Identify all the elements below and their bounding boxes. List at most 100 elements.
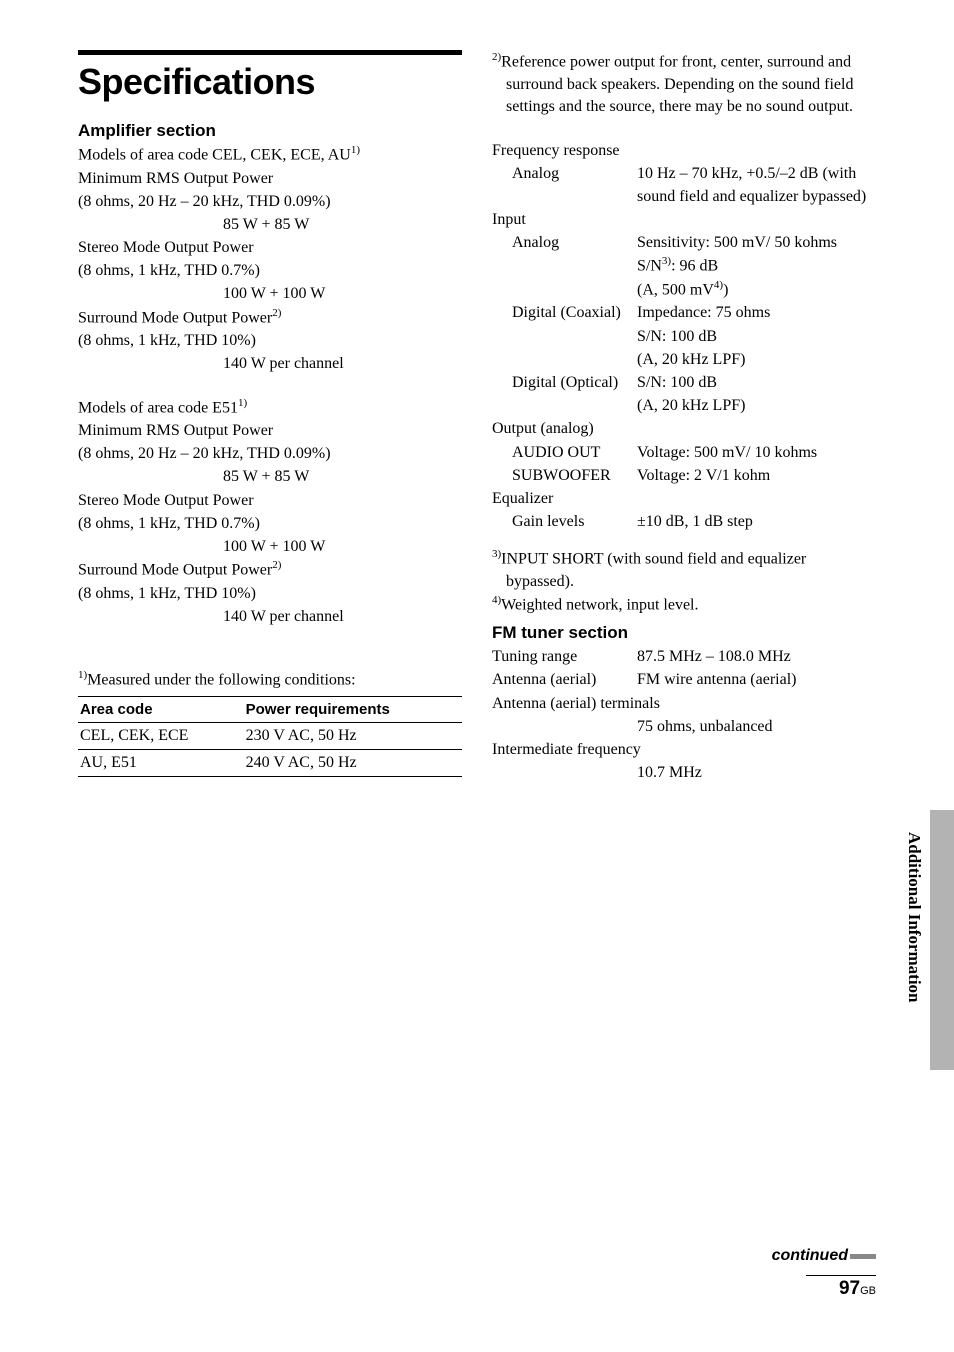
- table-r2c2: 240 V AC, 50 Hz: [244, 749, 462, 776]
- rms-val: 85 W + 85 W: [78, 213, 462, 236]
- in-analog-k: Analog: [492, 231, 637, 301]
- rms-cond2: (8 ohms, 20 Hz – 20 kHz, THD 0.09%): [78, 442, 462, 465]
- fn2-text: Reference power output for front, center…: [501, 53, 853, 115]
- page-number-row: 97GB: [806, 1275, 876, 1300]
- in-analog-v3a: (A, 500 mV: [637, 281, 714, 298]
- out-audio-v: Voltage: 500 mV/ 10 kohms: [637, 441, 876, 464]
- fm-term-k: Antenna (aerial) terminals: [492, 692, 876, 715]
- eq-gain-k: Gain levels: [492, 510, 637, 533]
- continued-bar-icon: [850, 1254, 876, 1259]
- out-audio-row: AUDIO OUT Voltage: 500 mV/ 10 kohms: [492, 441, 876, 464]
- eq-gain-v: ±10 dB, 1 dB step: [637, 510, 876, 533]
- side-tab: [930, 810, 954, 1070]
- model1-text: Models of area code CEL, CEK, ECE, AU: [78, 146, 351, 163]
- eq-label: Equalizer: [492, 487, 876, 510]
- surr-label-row: Surround Mode Output Power2): [78, 306, 462, 330]
- stereo-label: Stereo Mode Output Power: [78, 236, 462, 259]
- stereo-val2: 100 W + 100 W: [78, 535, 462, 558]
- output-label: Output (analog): [492, 417, 876, 440]
- page-footer: continued 97GB: [772, 1247, 876, 1300]
- page-suffix: GB: [860, 1285, 876, 1297]
- side-tab-label: Additional Information: [904, 832, 924, 1003]
- model2-text: Models of area code E51: [78, 399, 238, 416]
- amp-section-heading: Amplifier section: [78, 121, 462, 141]
- footnote-1: 1)Measured under the following condition…: [78, 668, 462, 692]
- table-r1c2: 230 V AC, 50 Hz: [244, 722, 462, 749]
- fm-range-v: 87.5 MHz – 108.0 MHz: [637, 645, 876, 668]
- surr-label-row2: Surround Mode Output Power2): [78, 558, 462, 582]
- in-coax-k: Digital (Coaxial): [492, 301, 637, 371]
- in-opt-v: S/N: 100 dB (A, 20 kHz LPF): [637, 371, 876, 417]
- rms-label: Minimum RMS Output Power: [78, 167, 462, 190]
- page-number: 97: [839, 1278, 860, 1299]
- stereo-cond2: (8 ohms, 1 kHz, THD 0.7%): [78, 512, 462, 535]
- table-row: CEL, CEK, ECE 230 V AC, 50 Hz: [78, 722, 462, 749]
- rms-label2: Minimum RMS Output Power: [78, 419, 462, 442]
- continued-row: continued: [772, 1247, 876, 1265]
- fm-if-v: 10.7 MHz: [637, 761, 876, 784]
- model2-sup: 1): [238, 397, 247, 409]
- table-col1: Area code: [78, 696, 244, 722]
- fm-if-spacer: [492, 761, 637, 784]
- fm-if-row: 10.7 MHz: [492, 761, 876, 784]
- surr-cond2: (8 ohms, 1 kHz, THD 10%): [78, 582, 462, 605]
- eq-gain-row: Gain levels ±10 dB, 1 dB step: [492, 510, 876, 533]
- in-coax-v2: S/N: 100 dB: [637, 325, 876, 348]
- freq-analog-k: Analog: [492, 162, 637, 208]
- fn1-sup: 1): [78, 669, 87, 681]
- in-coax-row: Digital (Coaxial) Impedance: 75 ohms S/N…: [492, 301, 876, 371]
- surr-cond1: (8 ohms, 1 kHz, THD 10%): [78, 329, 462, 352]
- in-analog-row: Analog Sensitivity: 500 mV/ 50 kohms S/N…: [492, 231, 876, 301]
- in-analog-v3: (A, 500 mV4)): [637, 278, 876, 302]
- out-sub-row: SUBWOOFER Voltage: 2 V/1 kohm: [492, 464, 876, 487]
- right-column: 2)Reference power output for front, cent…: [492, 50, 876, 784]
- fn2-sup: 2): [492, 51, 501, 63]
- footnote-4: 4)Weighted network, input level.: [492, 593, 876, 617]
- table-r1c1: CEL, CEK, ECE: [78, 722, 244, 749]
- in-analog-v2b: : 96 dB: [671, 258, 718, 275]
- stereo-cond1: (8 ohms, 1 kHz, THD 0.7%): [78, 259, 462, 282]
- fm-ant-v: FM wire antenna (aerial): [637, 668, 876, 691]
- freq-analog-v: 10 Hz – 70 kHz, +0.5/–2 dB (with sound f…: [637, 162, 876, 208]
- table-row: AU, E51 240 V AC, 50 Hz: [78, 749, 462, 776]
- fn1-text: Measured under the following conditions:: [87, 671, 355, 688]
- in-analog-v2a: S/N: [637, 258, 662, 275]
- in-opt-v1: S/N: 100 dB: [637, 371, 876, 394]
- in-analog-v2: S/N3): 96 dB: [637, 254, 876, 278]
- in-opt-k: Digital (Optical): [492, 371, 637, 417]
- in-coax-v3: (A, 20 kHz LPF): [637, 348, 876, 371]
- fn3-text: INPUT SHORT (with sound field and equali…: [501, 551, 806, 590]
- surr-val2: 140 W per channel: [78, 605, 462, 628]
- freq-label: Frequency response: [492, 139, 876, 162]
- continued-label: continued: [772, 1247, 848, 1264]
- input-label: Input: [492, 208, 876, 231]
- fn3-sup: 3): [492, 548, 501, 560]
- fm-range-row: Tuning range 87.5 MHz – 108.0 MHz: [492, 645, 876, 668]
- in-analog-v3sup: 4): [714, 279, 723, 291]
- table-col2: Power requirements: [244, 696, 462, 722]
- title-rule: [78, 50, 462, 55]
- footnote-3: 3)INPUT SHORT (with sound field and equa…: [492, 547, 876, 593]
- page-title: Specifications: [78, 61, 462, 103]
- in-coax-v: Impedance: 75 ohms S/N: 100 dB (A, 20 kH…: [637, 301, 876, 371]
- fm-if-k: Intermediate frequency: [492, 738, 876, 761]
- surr-sup1: 2): [272, 307, 281, 319]
- rms-val2: 85 W + 85 W: [78, 465, 462, 488]
- in-opt-v2: (A, 20 kHz LPF): [637, 394, 876, 417]
- in-analog-v3b: ): [723, 281, 728, 298]
- fm-ant-k: Antenna (aerial): [492, 668, 637, 691]
- stereo-label2: Stereo Mode Output Power: [78, 489, 462, 512]
- out-audio-k: AUDIO OUT: [492, 441, 637, 464]
- out-sub-k: SUBWOOFER: [492, 464, 637, 487]
- fm-term-row: 75 ohms, unbalanced: [492, 715, 876, 738]
- left-column: Specifications Amplifier section Models …: [78, 50, 462, 784]
- model-group-2: Models of area code E511): [78, 396, 462, 420]
- in-coax-v1: Impedance: 75 ohms: [637, 301, 876, 324]
- in-analog-v2sup: 3): [662, 255, 671, 267]
- fm-section-heading: FM tuner section: [492, 623, 876, 643]
- in-analog-v1: Sensitivity: 500 mV/ 50 kohms: [637, 231, 876, 254]
- fm-term-v: 75 ohms, unbalanced: [637, 715, 876, 738]
- fm-term-spacer: [492, 715, 637, 738]
- fm-ant-row: Antenna (aerial) FM wire antenna (aerial…: [492, 668, 876, 691]
- fm-range-k: Tuning range: [492, 645, 637, 668]
